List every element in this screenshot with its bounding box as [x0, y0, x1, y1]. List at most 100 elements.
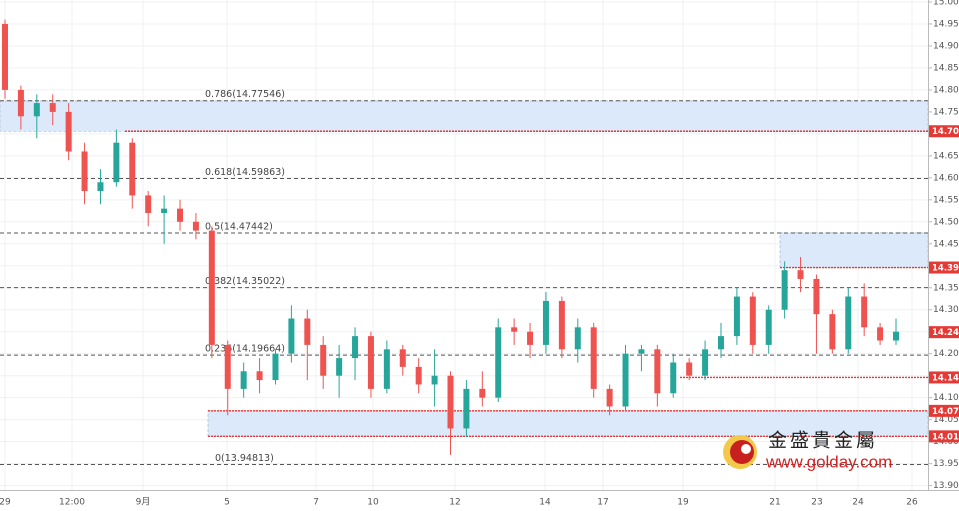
price-tag-label: 14.39	[932, 264, 959, 274]
candle-body	[383, 349, 390, 389]
candle-body	[336, 358, 343, 376]
y-tick-label: 14.35	[933, 283, 959, 293]
candle-body	[877, 327, 884, 341]
x-tick-label: 10	[367, 498, 379, 508]
x-tick-label: 9月	[136, 497, 151, 508]
candle-body	[367, 336, 374, 389]
fib-label: 0.5(14.47442)	[205, 222, 273, 233]
candle-body	[145, 195, 152, 214]
candle-body	[415, 366, 422, 385]
x-tick-label: 19	[677, 498, 689, 508]
y-tick-label: 15.00	[933, 0, 959, 7]
price-tag	[929, 261, 959, 274]
price-tag	[929, 371, 959, 384]
y-tick-label: 14.90	[933, 41, 959, 51]
price-tag-label: 14.01	[932, 432, 959, 442]
y-tick-label: 13.90	[933, 481, 959, 491]
candle-body	[702, 349, 709, 376]
candle-body	[431, 375, 438, 385]
y-tick-label: 14.60	[933, 173, 959, 183]
price-tag	[929, 125, 959, 138]
y-tick-label: 14.20	[933, 349, 959, 359]
fib-label: 0.618(14.59863)	[205, 167, 285, 178]
fib-label: 0.786(14.77546)	[205, 89, 285, 100]
candle-body	[192, 221, 199, 231]
candle-body	[479, 388, 486, 398]
candle-body	[272, 353, 279, 381]
candle-body	[574, 327, 581, 350]
x-tick-label: 17	[597, 498, 608, 508]
candle-body	[797, 270, 804, 279]
candle-body	[686, 362, 693, 376]
candle-body	[49, 103, 56, 112]
candle-body	[813, 278, 820, 315]
price-tag-label: 14.14	[932, 373, 959, 383]
y-tick-label: 14.75	[933, 107, 959, 117]
x-tick-label: 7	[313, 498, 319, 508]
x-tick-label: 29	[0, 498, 11, 508]
candle-body	[463, 388, 470, 429]
fib-label: 0.236(14.19664)	[205, 344, 285, 355]
zone	[779, 232, 929, 268]
candle-body	[352, 336, 359, 359]
y-tick-label: 14.85	[933, 63, 959, 73]
price-tag	[929, 430, 959, 443]
y-tick-label: 14.80	[933, 85, 959, 95]
candle-body	[829, 314, 836, 350]
candle-body	[558, 300, 565, 350]
candle-body	[511, 327, 518, 332]
y-tick-label: 14.30	[933, 305, 959, 315]
candle-body	[224, 344, 231, 389]
candle-body	[320, 344, 327, 376]
candle-body	[893, 331, 899, 341]
candle-body	[304, 318, 311, 345]
candle-body	[590, 327, 597, 389]
candle-body	[654, 349, 661, 394]
candle-body	[177, 208, 184, 222]
candle-body	[2, 23, 8, 90]
candle-body	[733, 296, 740, 337]
candle-body	[781, 270, 788, 310]
candle-body	[240, 371, 247, 389]
candle-body	[527, 331, 534, 345]
candle-body	[256, 371, 263, 381]
x-tick-label: 12:00	[59, 498, 85, 508]
candle-body	[765, 309, 772, 345]
levels: 0.786(14.77546) 0.618(14.59863) 0.5(14.474…	[0, 89, 928, 465]
url: www.golday.com	[765, 452, 892, 471]
price-tag-label: 14.24	[932, 328, 959, 338]
fib-label: 0.382(14.35022)	[205, 276, 285, 287]
candle-body	[129, 142, 136, 196]
y-tick-label: 14.10	[933, 393, 959, 403]
price-tag	[929, 326, 959, 339]
candle-body	[208, 230, 215, 345]
candle-body	[845, 296, 852, 350]
y-tick-label: 14.65	[933, 151, 959, 161]
y-tick-label: 14.45	[933, 239, 959, 249]
candle-body	[288, 318, 295, 354]
zone	[0, 100, 929, 132]
price-tag	[929, 404, 959, 417]
candle-body	[161, 208, 168, 214]
candle-body	[65, 111, 72, 152]
logo-dot	[741, 444, 751, 454]
candle-body	[670, 362, 677, 394]
candle-body	[606, 388, 613, 407]
y-tick-label: 14.50	[933, 217, 959, 227]
candle-body	[81, 151, 88, 192]
x-tick-label: 14	[539, 498, 551, 508]
candle-body	[861, 296, 868, 328]
candle-body	[113, 142, 120, 183]
y-tick-label: 14.95	[933, 19, 959, 29]
zones	[0, 100, 929, 437]
fib-label: 0(13.94813)	[215, 453, 274, 464]
candle-body	[622, 353, 629, 407]
y-tick-label: 13.95	[933, 459, 959, 469]
price-tag-label: 14.07	[932, 407, 959, 417]
candle-body	[717, 336, 724, 350]
y-tick-label: 14.05	[933, 415, 959, 425]
candle-body	[495, 327, 502, 398]
candle-body	[638, 349, 645, 354]
